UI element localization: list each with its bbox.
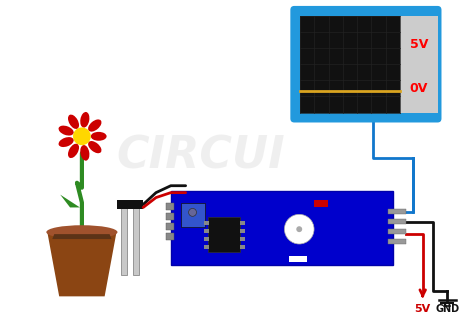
Bar: [121, 207, 128, 275]
Bar: [204, 221, 210, 225]
Ellipse shape: [59, 137, 74, 147]
Bar: [204, 237, 210, 241]
Bar: [171, 191, 393, 265]
Polygon shape: [47, 232, 117, 296]
Text: GND: GND: [435, 304, 459, 314]
Polygon shape: [60, 195, 80, 207]
Ellipse shape: [59, 125, 74, 136]
Bar: [181, 203, 205, 227]
Ellipse shape: [88, 141, 101, 153]
Bar: [388, 210, 406, 214]
Bar: [209, 217, 240, 252]
Bar: [289, 256, 307, 262]
Bar: [388, 219, 406, 224]
Bar: [240, 229, 245, 233]
Bar: [314, 199, 328, 207]
Bar: [300, 16, 400, 112]
Circle shape: [284, 214, 314, 244]
Bar: [240, 237, 245, 241]
Text: 5V: 5V: [410, 38, 428, 51]
Ellipse shape: [68, 144, 79, 158]
Ellipse shape: [80, 145, 90, 161]
Circle shape: [189, 209, 197, 216]
Ellipse shape: [68, 115, 79, 129]
Bar: [204, 245, 210, 249]
Bar: [400, 16, 438, 112]
FancyBboxPatch shape: [291, 6, 441, 123]
Bar: [166, 223, 174, 230]
Text: CIRCUI: CIRCUI: [116, 135, 285, 178]
Circle shape: [73, 127, 91, 145]
Bar: [388, 239, 406, 244]
Bar: [166, 233, 174, 240]
Polygon shape: [52, 234, 111, 239]
Text: 0V: 0V: [410, 82, 428, 95]
Bar: [166, 204, 174, 210]
Bar: [388, 229, 406, 234]
Ellipse shape: [91, 132, 107, 141]
Bar: [166, 213, 174, 220]
Bar: [133, 207, 139, 275]
Ellipse shape: [80, 112, 90, 128]
Text: 5V: 5V: [415, 304, 431, 314]
Bar: [240, 245, 245, 249]
Ellipse shape: [88, 119, 101, 132]
Bar: [240, 221, 245, 225]
Bar: [204, 229, 210, 233]
Bar: [118, 199, 143, 210]
Ellipse shape: [46, 225, 118, 239]
Circle shape: [296, 226, 302, 232]
